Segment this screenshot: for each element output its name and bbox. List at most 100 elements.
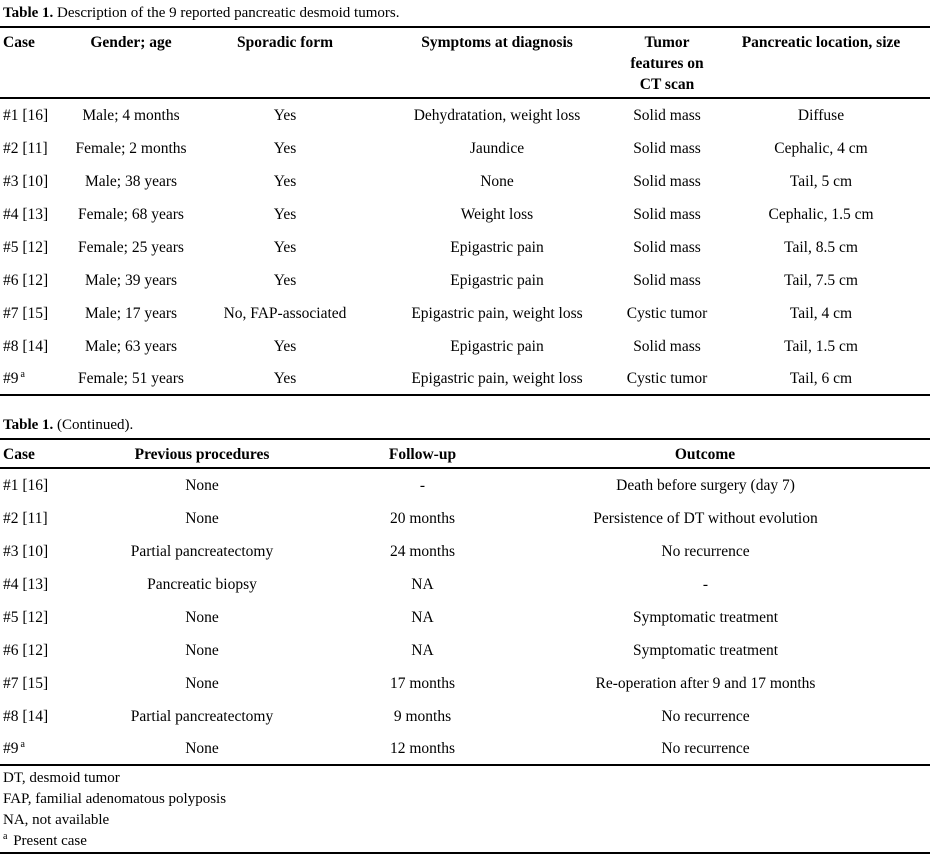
gender-age-cell: Female; 2 months: [75, 140, 187, 157]
follow-up-cell: -: [419, 477, 426, 494]
outcome-cell: Symptomatic treatment: [632, 609, 779, 626]
case-cell: #9 a: [0, 732, 64, 766]
gender-age-cell: Female; 68 years: [78, 206, 184, 223]
ct-cell: Solid mass: [633, 140, 701, 157]
footnote-na: NA, not available: [3, 812, 110, 828]
table1-caption-text: Description of the 9 reported pancreatic…: [57, 5, 400, 21]
outcome-cell: No recurrence: [661, 708, 750, 725]
table-row: #5 [12] Female; 25 years Yes Epigastric …: [0, 230, 930, 263]
follow-up-cell: NA: [411, 609, 434, 626]
procedures-cell: None: [185, 510, 219, 527]
ct-cell: Solid mass: [633, 206, 701, 223]
case-cell: #8 [14]: [3, 338, 49, 355]
header-case: Case: [0, 28, 64, 99]
symptoms-cell: Epigastric pain, weight loss: [411, 305, 583, 322]
gender-age-cell: Female; 51 years: [64, 362, 198, 396]
symptoms-cell: Jaundice: [469, 140, 525, 157]
footnote-present-case: a Present case: [3, 831, 87, 850]
procedures-cell: None: [185, 642, 219, 659]
follow-up-cell: 9 months: [393, 708, 452, 725]
outcome-cell: Death before surgery (day 7): [616, 477, 795, 494]
symptoms-cell: Weight loss: [460, 206, 534, 223]
symptoms-cell: Epigastric pain: [450, 239, 544, 256]
case-cell: #2 [11]: [3, 140, 48, 157]
sporadic-cell: Yes: [273, 107, 297, 124]
table-gap: [0, 396, 930, 412]
outcome-cell: Persistence of DT without evolution: [593, 510, 818, 527]
procedures-cell: Partial pancreatectomy: [130, 543, 274, 560]
follow-up-cell: 17 months: [389, 675, 456, 692]
ct-cell: Cystic tumor: [626, 305, 708, 322]
table-row: #8 [14] Partial pancreatectomy 9 months …: [0, 699, 930, 732]
outcome-cell: No recurrence: [661, 543, 750, 560]
case-cell: #2 [11]: [3, 510, 48, 527]
case-cell: #6 [12]: [3, 642, 49, 659]
table-row: #2 [11] None 20 months Persistence of DT…: [0, 501, 930, 534]
case-cell: #1 [16]: [3, 107, 49, 124]
table-row: #4 [13] Pancreatic biopsy NA -: [0, 567, 930, 600]
outcome-cell: No recurrence: [505, 732, 930, 766]
symptoms-cell: None: [480, 173, 514, 190]
table-row: #3 [10] Partial pancreatectomy 24 months…: [0, 534, 930, 567]
location-cell: Diffuse: [797, 107, 845, 124]
table2-caption: Table 1. (Continued).: [0, 412, 930, 440]
follow-up-cell: 24 months: [389, 543, 456, 560]
procedures-cell: Partial pancreatectomy: [130, 708, 274, 725]
case-superscript: a: [20, 368, 25, 380]
ct-cell: Solid mass: [633, 173, 701, 190]
procedures-cell: None: [185, 609, 219, 626]
symptoms-cell: Dehydratation, weight loss: [413, 107, 581, 124]
table-row: #6 [12] Male; 39 years Yes Epigastric pa…: [0, 263, 930, 296]
gender-age-cell: Male; 38 years: [84, 173, 178, 190]
gender-age-cell: Male; 63 years: [84, 338, 178, 355]
table2-caption-text: (Continued).: [57, 417, 134, 433]
ct-cell: Cystic tumor: [622, 362, 712, 396]
outcome-cell: -: [702, 576, 709, 593]
location-cell: Tail, 4 cm: [789, 305, 853, 322]
table-row: #2 [11] Female; 2 months Yes Jaundice So…: [0, 131, 930, 164]
procedures-cell: Pancreatic biopsy: [147, 576, 257, 593]
case-cell: #6 [12]: [3, 272, 49, 289]
footnote-dt: DT, desmoid tumor: [3, 770, 120, 786]
header-follow-up: Follow-up: [340, 440, 505, 469]
header-symptoms: Symptoms at diagnosis: [372, 28, 622, 99]
case-cell: #8 [14]: [3, 708, 49, 725]
location-cell: Tail, 7.5 cm: [784, 272, 858, 289]
ct-cell: Solid mass: [633, 272, 701, 289]
footnote-superscript: a: [3, 831, 8, 842]
gender-age-cell: Male; 39 years: [84, 272, 178, 289]
header-outcome: Outcome: [505, 440, 930, 469]
case-cell: #5 [12]: [3, 239, 49, 256]
follow-up-cell: 12 months: [340, 732, 505, 766]
procedures-cell: None: [185, 477, 219, 494]
header-sporadic-form: Sporadic form: [198, 28, 372, 99]
table-row: #1 [16] Male; 4 months Yes Dehydratation…: [0, 98, 930, 131]
symptoms-cell: Epigastric pain: [450, 338, 544, 355]
gender-age-cell: Male; 17 years: [84, 305, 178, 322]
follow-up-cell: NA: [411, 576, 434, 593]
sporadic-cell: Yes: [273, 140, 297, 157]
case-superscript: a: [20, 738, 25, 750]
case-cell: #9 a: [0, 362, 64, 396]
ct-cell: Solid mass: [633, 107, 701, 124]
ct-cell: Solid mass: [633, 239, 701, 256]
location-cell: Tail, 5 cm: [789, 173, 853, 190]
header-gender-age: Gender; age: [64, 28, 198, 99]
case-cell: #7 [15]: [3, 675, 49, 692]
location-cell: Cephalic, 1.5 cm: [768, 206, 874, 223]
header-previous-procedures: Previous procedures: [64, 440, 340, 469]
table1-caption: Table 1. Description of the 9 reported p…: [0, 0, 930, 28]
gender-age-cell: Female; 25 years: [78, 239, 184, 256]
table1: Case Gender; age Sporadic form Symptoms …: [0, 28, 930, 396]
location-cell: Tail, 1.5 cm: [784, 338, 858, 355]
table-row: #3 [10] Male; 38 years Yes None Solid ma…: [0, 164, 930, 197]
case-cell: #7 [15]: [3, 305, 49, 322]
table-row: #9 a None 12 months No recurrence: [0, 732, 930, 766]
header-location: Pancreatic location, size: [712, 28, 930, 99]
location-cell: Tail, 6 cm: [712, 362, 930, 396]
table-row: #8 [14] Male; 63 years Yes Epigastric pa…: [0, 329, 930, 362]
case-cell: #1 [16]: [3, 477, 49, 494]
sporadic-cell: Yes: [273, 206, 297, 223]
location-cell: Cephalic, 4 cm: [774, 140, 868, 157]
